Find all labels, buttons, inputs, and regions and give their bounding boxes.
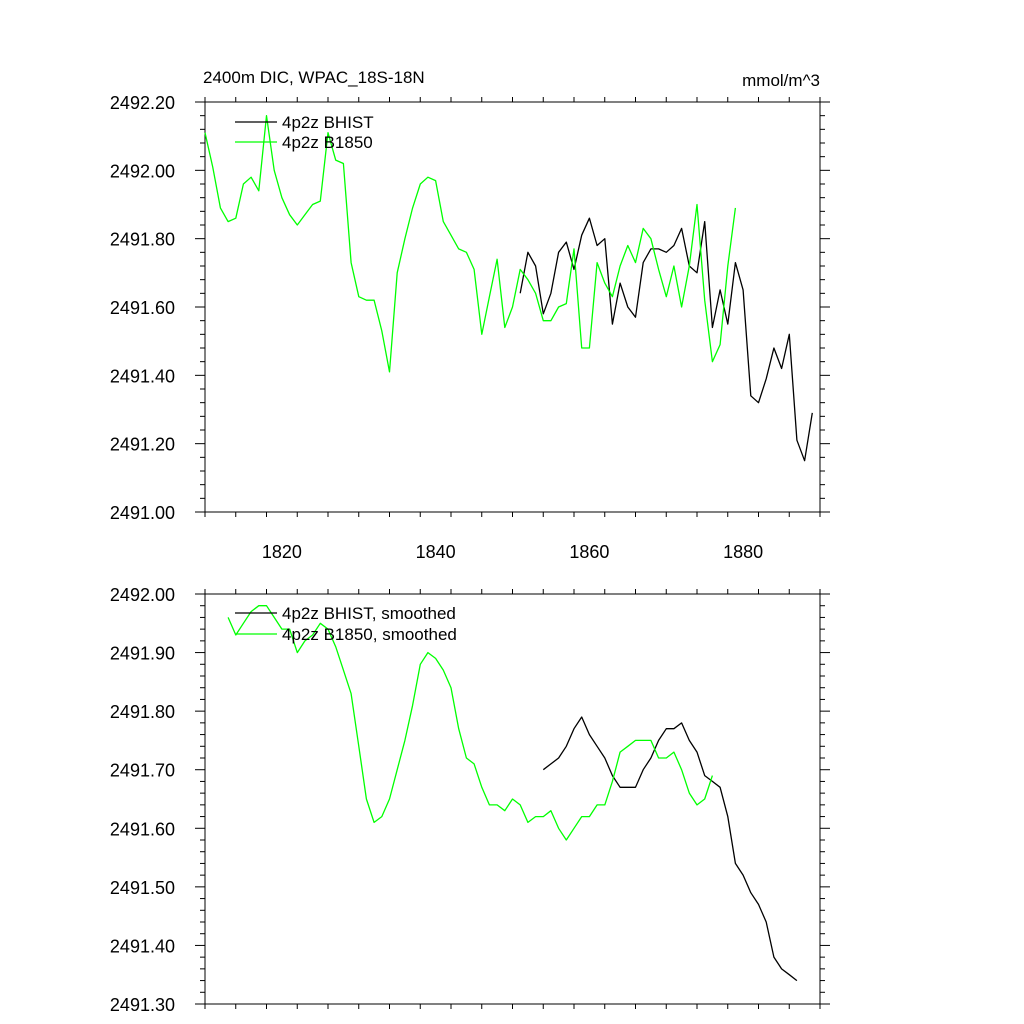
y-tick-label: 2492.00	[110, 585, 175, 605]
legend-label-b1850: 4p2z B1850	[282, 133, 373, 152]
y-tick-label: 2491.80	[110, 230, 175, 250]
top-axis-ticks: 1820 1840 1860 1880 2491.00 2491.20 2491.40 249…	[110, 93, 830, 562]
bottom-series-lines	[227, 605, 798, 982]
series-line-bhist	[542, 716, 798, 982]
series-line-bhist	[519, 217, 813, 462]
legend-label-bhist: 4p2z BHIST	[282, 113, 374, 132]
y-tick-label: 2491.60	[110, 298, 175, 318]
y-tick-label: 2492.00	[110, 161, 175, 181]
x-tick-label: 1840	[416, 542, 456, 562]
top-series-lines	[204, 115, 813, 462]
top-legend: 4p2z BHIST 4p2z B1850	[235, 113, 374, 152]
y-tick-label: 2491.00	[110, 503, 175, 523]
series-line-b1850	[204, 115, 737, 373]
y-tick-label: 2491.50	[110, 878, 175, 898]
y-tick-label: 2491.30	[110, 995, 175, 1015]
y-tick-label: 2491.40	[110, 936, 175, 956]
legend-label-bhist-smoothed: 4p2z BHIST, smoothed	[282, 604, 456, 623]
bottom-chart-panel: 2491.30 2491.40 2491.50 2491.60 2491.70 2491.…	[110, 585, 830, 1015]
x-tick-label: 1820	[262, 542, 302, 562]
bottom-axis-ticks: 2491.30 2491.40 2491.50 2491.60 2491.70 2491.…	[110, 585, 830, 1015]
y-tick-label: 2491.90	[110, 644, 175, 664]
top-chart-panel: 2400m DIC, WPAC_18S-18N mmol/m^3 1820 184…	[110, 68, 830, 562]
bottom-legend: 4p2z BHIST, smoothed 4p2z B1850, smoothe…	[235, 604, 457, 644]
y-tick-label: 2491.20	[110, 435, 175, 455]
y-tick-label: 2491.60	[110, 819, 175, 839]
x-tick-label: 1860	[569, 542, 609, 562]
y-tick-label: 2492.20	[110, 93, 175, 113]
top-chart-title: 2400m DIC, WPAC_18S-18N	[203, 68, 425, 87]
y-tick-label: 2491.70	[110, 761, 175, 781]
x-tick-label: 1880	[723, 542, 763, 562]
y-tick-label: 2491.40	[110, 366, 175, 386]
y-tick-label: 2491.80	[110, 702, 175, 722]
series-line-b1850	[227, 605, 714, 841]
top-chart-units: mmol/m^3	[742, 71, 820, 90]
legend-label-b1850-smoothed: 4p2z B1850, smoothed	[282, 625, 457, 644]
